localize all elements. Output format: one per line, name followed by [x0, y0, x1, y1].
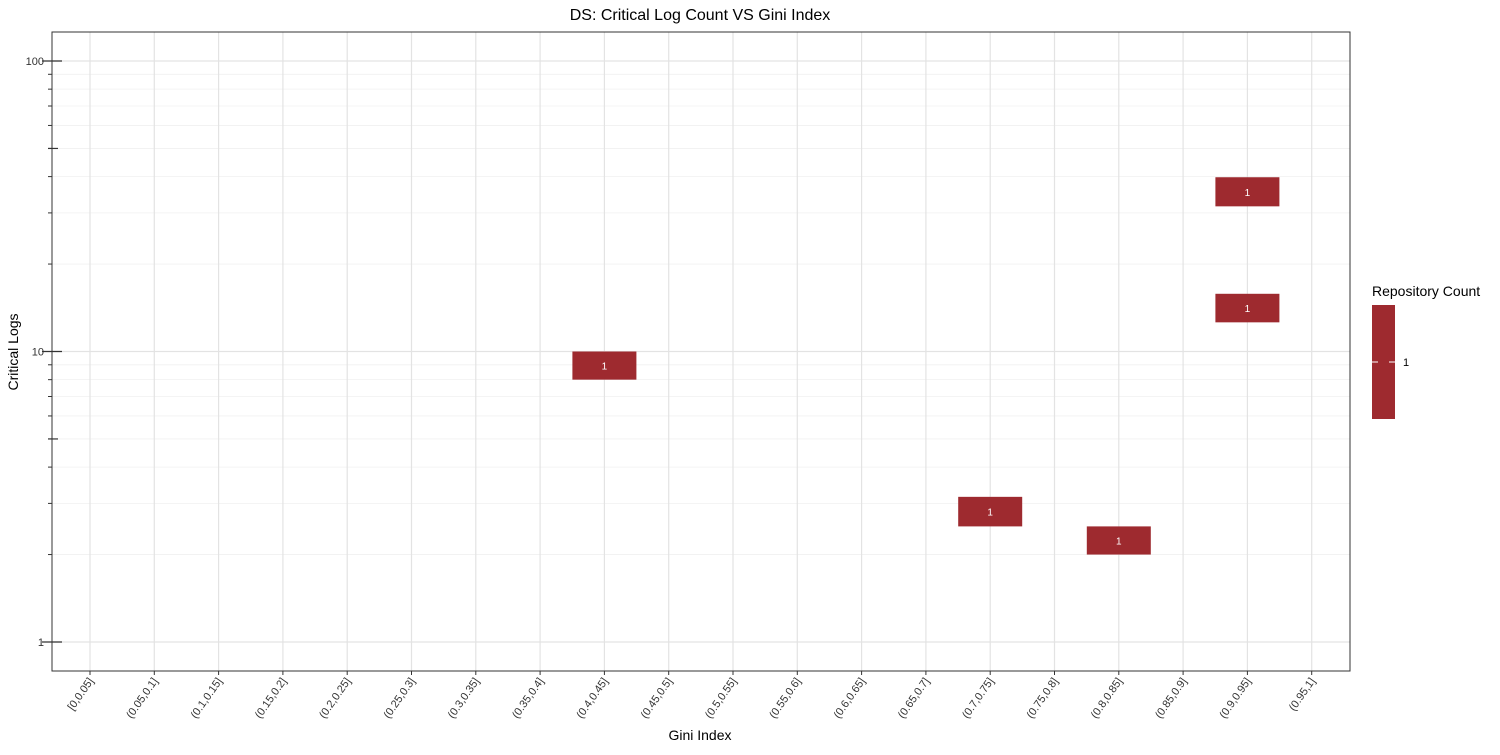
- x-tick-label: (0.6,0.65]: [832, 676, 868, 721]
- cell-label: 1: [1245, 304, 1251, 315]
- cell-label: 1: [1245, 188, 1251, 199]
- x-tick-label: (0.2,0.25]: [317, 676, 353, 721]
- x-tick-label: (0.3,0.35]: [446, 676, 482, 721]
- legend-tick-label: 1: [1403, 357, 1409, 369]
- legend: Repository Count 1: [1372, 283, 1480, 419]
- heatmap-cell: [1215, 293, 1280, 323]
- x-tick-label: (0.15,0.2]: [253, 676, 289, 721]
- cells-layer: 1 1 1 1 1: [572, 177, 1280, 555]
- x-axis: [0,0.05] (0.05,0.1] (0.1,0.15] (0.15,0.2] (0…: [66, 671, 1318, 721]
- x-tick-label: (0.5,0.55]: [703, 676, 739, 721]
- x-tick-label: (0.65,0.7]: [896, 676, 932, 721]
- x-tick-label: (0.95,1]: [1287, 676, 1318, 713]
- x-tick-label: (0.25,0.3]: [381, 676, 417, 721]
- chart-title: DS: Critical Log Count VS Gini Index: [570, 7, 831, 24]
- grid-layer: [52, 32, 1350, 671]
- x-tick-label: (0.4,0.45]: [574, 676, 610, 721]
- cell-label: 1: [1116, 536, 1122, 547]
- y-axis: 1 10 100: [26, 56, 62, 649]
- x-tick-label: (0.45,0.5]: [639, 676, 675, 721]
- legend-title: Repository Count: [1372, 283, 1480, 299]
- x-axis-label: Gini Index: [668, 727, 731, 743]
- legend-colorbar: [1372, 305, 1395, 419]
- legend-ticks: 1: [1372, 357, 1409, 369]
- x-tick-label: (0.75,0.8]: [1024, 676, 1060, 721]
- y-axis-label: Critical Logs: [5, 313, 21, 390]
- heatmap-cell: [958, 496, 1023, 527]
- x-tick-label: (0.85,0.9]: [1153, 676, 1189, 721]
- x-tick-label: (0.1,0.15]: [189, 676, 225, 721]
- y-tick-label: 10: [32, 347, 44, 359]
- cell-label: 1: [987, 508, 993, 519]
- x-tick-label: (0.8,0.85]: [1089, 676, 1125, 721]
- heatmap-cell: [572, 351, 637, 380]
- x-tick-label: (0.35,0.4]: [510, 676, 546, 721]
- y-tick-label: 100: [26, 56, 44, 68]
- x-tick-label: (0.05,0.1]: [124, 676, 160, 721]
- x-tick-label: [0,0.05]: [66, 676, 97, 713]
- heatmap-cell: [1215, 177, 1280, 207]
- x-tick-label: (0.7,0.75]: [960, 676, 996, 721]
- x-tick-label: (0.55,0.6]: [767, 676, 803, 721]
- cell-label: 1: [602, 362, 608, 373]
- y-tick-label: 1: [38, 637, 44, 649]
- heatmap-cell: [1086, 526, 1151, 555]
- x-tick-label: (0.9,0.95]: [1217, 676, 1253, 721]
